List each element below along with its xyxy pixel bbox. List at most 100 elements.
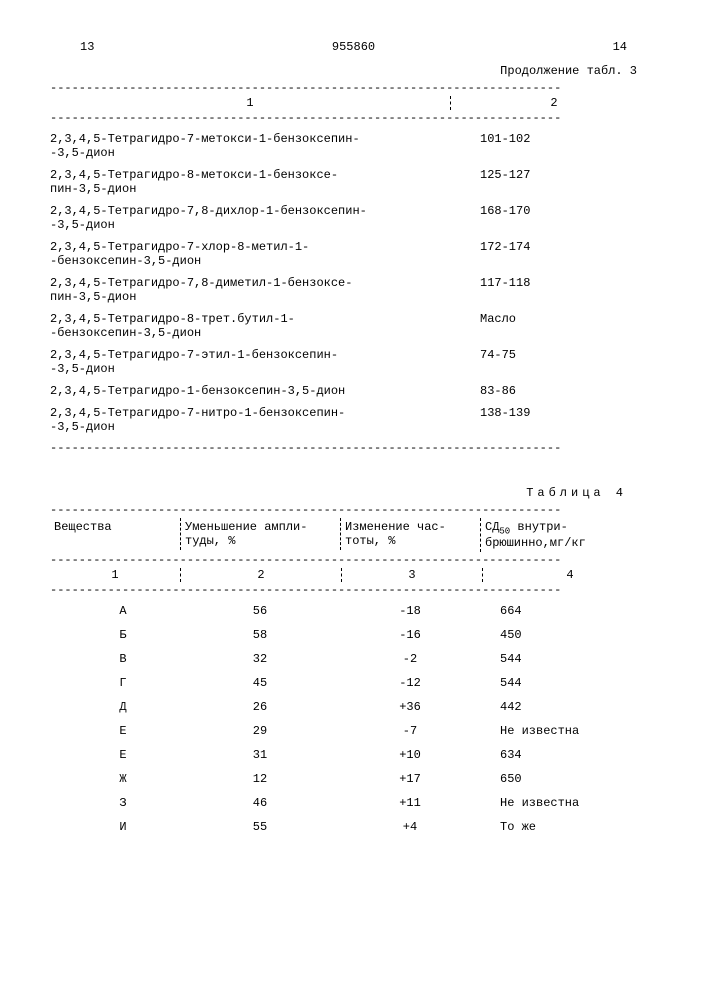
compound-value: 125-127 (460, 168, 657, 196)
table4-head-4: СД50 внутри- брюшинно,мг/кг (480, 518, 657, 552)
table3-continuation: Продолжение табл. 3 (50, 64, 657, 78)
compound-value: 172-174 (460, 240, 657, 268)
table3-head-1: 1 (50, 96, 450, 110)
table4-header: Вещества Уменьшение ампли- туды, % Измен… (50, 518, 657, 552)
compound-name: 2,3,4,5-Тетрагидро-7,8-диметил-1-бензокс… (50, 276, 460, 304)
cell: 450 (480, 626, 657, 644)
compound-name: 2,3,4,5-Тетрагидро-1-бензоксепин-3,5-дио… (50, 384, 460, 398)
compound-name: 2,3,4,5-Тетрагидро-8-трет.бутил-1- -бенз… (50, 312, 460, 340)
table-row: 2,3,4,5-Тетрагидро-1-бензоксепин-3,5-дио… (50, 384, 657, 398)
table-row: Ж12+17650 (50, 770, 657, 788)
cell: То же (480, 818, 657, 836)
cell: +10 (340, 746, 480, 764)
page-col-left: 13 (80, 40, 94, 54)
colnum-1: 1 (50, 568, 180, 582)
cell: В (50, 650, 180, 668)
table-row: 2,3,4,5-Тетрагидро-7,8-диметил-1-бензокс… (50, 276, 657, 304)
table4-head-2: Уменьшение ампли- туды, % (180, 518, 340, 550)
cell: 55 (180, 818, 340, 836)
colnum-2: 2 (180, 568, 341, 582)
compound-value: 83-86 (460, 384, 657, 398)
cell: +36 (340, 698, 480, 716)
table-row: 2,3,4,5-Тетрагидро-8-трет.бутил-1- -бенз… (50, 312, 657, 340)
cell: 664 (480, 602, 657, 620)
cell: Е (50, 722, 180, 740)
page-header: 13 955860 14 (50, 40, 657, 54)
cell: Не известна (480, 794, 657, 812)
cell: -7 (340, 722, 480, 740)
table-row: Б58-16450 (50, 626, 657, 644)
cell: 32 (180, 650, 340, 668)
table3-body: 2,3,4,5-Тетрагидро-7-метокси-1-бензоксеп… (50, 132, 657, 434)
cell: З (50, 794, 180, 812)
compound-value: Масло (460, 312, 657, 340)
patent-number: 955860 (332, 40, 375, 54)
cell: Г (50, 674, 180, 692)
compound-name: 2,3,4,5-Тетрагидро-7-метокси-1-бензоксеп… (50, 132, 460, 160)
cell: Не известна (480, 722, 657, 740)
compound-value: 101-102 (460, 132, 657, 160)
compound-name: 2,3,4,5-Тетрагидро-7,8-дихлор-1-бензоксе… (50, 204, 460, 232)
table-row: В32-2544 (50, 650, 657, 668)
cell: +11 (340, 794, 480, 812)
compound-value: 138-139 (460, 406, 657, 434)
cell: 634 (480, 746, 657, 764)
table-row: Е29-7Не известна (50, 722, 657, 740)
table-row: А56-18664 (50, 602, 657, 620)
table3-head-2: 2 (450, 96, 657, 110)
compound-value: 117-118 (460, 276, 657, 304)
cell: 58 (180, 626, 340, 644)
table4-body: А56-18664Б58-16450В32-2544Г45-12544Д26+3… (50, 602, 657, 836)
cell: А (50, 602, 180, 620)
cell: 544 (480, 650, 657, 668)
compound-value: 74-75 (460, 348, 657, 376)
cell: 12 (180, 770, 340, 788)
colnum-4: 4 (482, 568, 657, 582)
divider: ----------------------------------------… (50, 554, 657, 566)
table4-head-1: Вещества (50, 518, 180, 536)
cell: И (50, 818, 180, 836)
cell: -16 (340, 626, 480, 644)
table-row: 2,3,4,5-Тетрагидро-7-метокси-1-бензоксеп… (50, 132, 657, 160)
table-row: 2,3,4,5-Тетрагидро-7-этил-1-бензоксепин-… (50, 348, 657, 376)
divider: ----------------------------------------… (50, 112, 657, 124)
divider: ----------------------------------------… (50, 584, 657, 596)
table-row: Г45-12544 (50, 674, 657, 692)
cell: 31 (180, 746, 340, 764)
cell: 46 (180, 794, 340, 812)
divider: ----------------------------------------… (50, 82, 657, 94)
compound-value: 168-170 (460, 204, 657, 232)
cell: Е (50, 746, 180, 764)
table-row: 2,3,4,5-Тетрагидро-7-нитро-1-бензоксепин… (50, 406, 657, 434)
cell: -12 (340, 674, 480, 692)
cell: +4 (340, 818, 480, 836)
cell: +17 (340, 770, 480, 788)
table4: ----------------------------------------… (50, 504, 657, 836)
cell: Б (50, 626, 180, 644)
cell: 56 (180, 602, 340, 620)
cell: 650 (480, 770, 657, 788)
table4-head-3: Изменение час- тоты, % (340, 518, 480, 550)
table-row: Д26+36442 (50, 698, 657, 716)
table-row: И55+4То же (50, 818, 657, 836)
compound-name: 2,3,4,5-Тетрагидро-8-метокси-1-бензоксе-… (50, 168, 460, 196)
table4-col-numbers: 1 2 3 4 (50, 568, 657, 582)
table-row: 2,3,4,5-Тетрагидро-8-метокси-1-бензоксе-… (50, 168, 657, 196)
cell: -2 (340, 650, 480, 668)
page-col-right: 14 (613, 40, 627, 54)
compound-name: 2,3,4,5-Тетрагидро-7-этил-1-бензоксепин-… (50, 348, 460, 376)
cell: Ж (50, 770, 180, 788)
compound-name: 2,3,4,5-Тетрагидро-7-нитро-1-бензоксепин… (50, 406, 460, 434)
colnum-3: 3 (341, 568, 482, 582)
cell: -18 (340, 602, 480, 620)
table4-label: Таблица 4 (50, 486, 657, 500)
table-row: З46+11Не известна (50, 794, 657, 812)
table-row: Е31+10634 (50, 746, 657, 764)
cell: 29 (180, 722, 340, 740)
cell: 45 (180, 674, 340, 692)
table-row: 2,3,4,5-Тетрагидро-7-хлор-8-метил-1- -бе… (50, 240, 657, 268)
table-row: 2,3,4,5-Тетрагидро-7,8-дихлор-1-бензоксе… (50, 204, 657, 232)
divider: ----------------------------------------… (50, 504, 657, 516)
table3-header: 1 2 (50, 96, 657, 110)
cell: 544 (480, 674, 657, 692)
